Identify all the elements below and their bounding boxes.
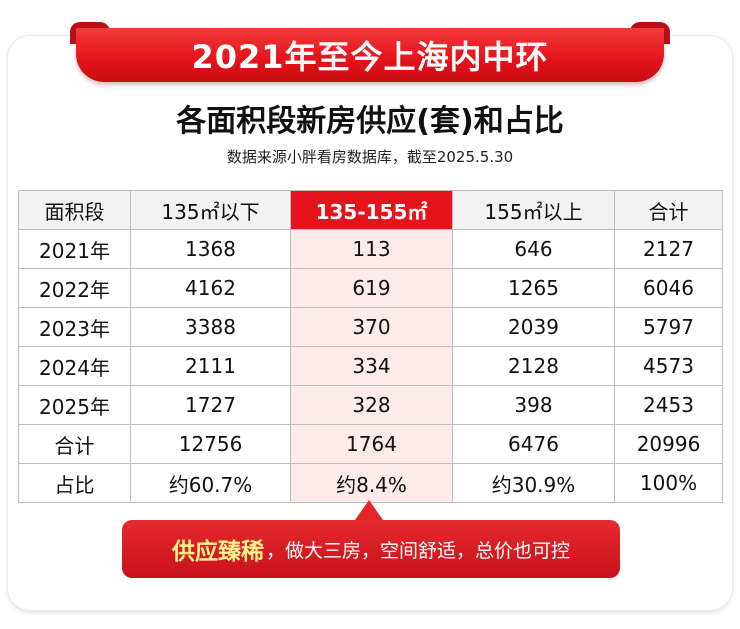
table-cell-highlight: 619 [290,268,453,308]
header-cell-highlight: 135-155㎡ [290,190,453,230]
table-cell-highlight: 1764 [290,424,453,464]
callout-emphasis: 供应臻稀 [171,539,264,565]
table-cell-highlight: 328 [290,385,453,425]
table-header-row: 面积段 135㎡以下 135-155㎡ 155㎡以上 合计 [18,190,723,230]
title-banner: 2021年至今上海内中环 [70,22,670,86]
table-cell: 1727 [130,385,291,425]
table-row: 2022年 4162 619 1265 6046 [18,268,723,308]
table-cell: 2022年 [18,268,131,308]
table-row-total: 合计 12756 1764 6476 20996 [18,424,723,464]
table-cell: 2039 [452,307,615,347]
table-cell: 5797 [614,307,723,347]
table-row: 2024年 2111 334 2128 4573 [18,346,723,386]
callout-box: 供应臻稀 ，做大三房，空间舒适，总价也可控 [122,520,620,578]
table-cell: 12756 [130,424,291,464]
table-cell: 6046 [614,268,723,308]
table-cell: 占比 [18,463,131,503]
table-cell: 合计 [18,424,131,464]
table-row-share: 占比 约60.7% 约8.4% 约30.9% 100% [18,463,723,503]
table-cell: 3388 [130,307,291,347]
supply-table: 面积段 135㎡以下 135-155㎡ 155㎡以上 合计 2021年 1368… [18,190,723,503]
table-cell-highlight: 113 [290,229,453,269]
table-cell: 2025年 [18,385,131,425]
table-cell: 398 [452,385,615,425]
header-cell: 135㎡以下 [130,190,291,230]
table-row: 2025年 1727 328 398 2453 [18,385,723,425]
table-cell: 6476 [452,424,615,464]
header-cell: 155㎡以上 [452,190,615,230]
table-cell: 646 [452,229,615,269]
banner-text: 2021年至今上海内中环 [191,38,549,76]
table-cell: 1368 [130,229,291,269]
table-cell: 2021年 [18,229,131,269]
table-cell: 2453 [614,385,723,425]
callout-text: ，做大三房，空间舒适，总价也可控 [265,539,570,562]
table-cell: 4573 [614,346,723,386]
table-cell: 4162 [130,268,291,308]
table-cell: 2128 [452,346,615,386]
header-cell: 面积段 [18,190,131,230]
table-cell: 100% [614,463,723,503]
banner-ribbon: 2021年至今上海内中环 [76,28,664,82]
table-cell: 2111 [130,346,291,386]
header-cell: 合计 [614,190,723,230]
page-title: 各面积段新房供应(套)和占比 [176,104,564,139]
data-source-note: 数据来源小胖看房数据库，截至2025.5.30 [226,148,514,166]
table-row: 2021年 1368 113 646 2127 [18,229,723,269]
table-cell: 2023年 [18,307,131,347]
table-row: 2023年 3388 370 2039 5797 [18,307,723,347]
table-cell: 2127 [614,229,723,269]
table-cell-highlight: 334 [290,346,453,386]
table-cell-highlight: 约8.4% [290,463,453,503]
table-cell: 约30.9% [452,463,615,503]
table-cell: 20996 [614,424,723,464]
callout-pointer [355,500,383,520]
table-cell: 2024年 [18,346,131,386]
table-cell: 约60.7% [130,463,291,503]
table-cell-highlight: 370 [290,307,453,347]
table-cell: 1265 [452,268,615,308]
